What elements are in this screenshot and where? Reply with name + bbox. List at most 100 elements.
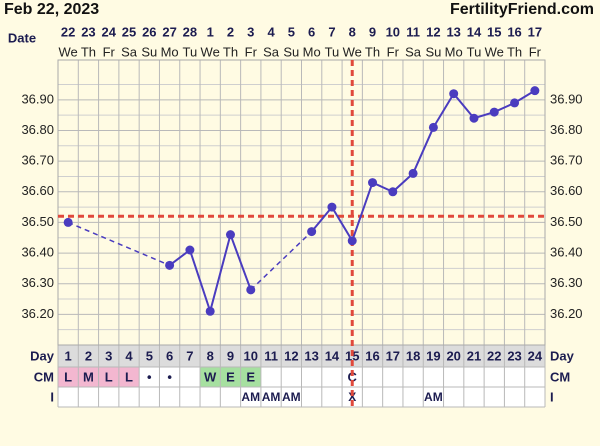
date-label: 22 [61, 24, 75, 39]
chart-title: Feb 22, 2023 [4, 1, 99, 18]
y2-tick-label: 36.30 [550, 275, 583, 290]
intercourse-entry: AM [282, 390, 301, 404]
date-label: 28 [183, 24, 197, 39]
date-label: 3 [247, 24, 254, 39]
temp-point [408, 168, 418, 178]
weekday-label: Sa [263, 44, 280, 59]
y-tick-label: 36.70 [21, 153, 54, 168]
weekday-label: Fr [245, 44, 258, 59]
day-number: 13 [304, 348, 318, 363]
date-label: 1 [207, 24, 214, 39]
y2-tick-label: 36.90 [550, 91, 583, 106]
day-number: 9 [227, 348, 234, 363]
date-label: 17 [528, 24, 542, 39]
day-number: 21 [467, 348, 481, 363]
y-tick-label: 36.60 [21, 183, 54, 198]
date-label: 25 [122, 24, 136, 39]
y2-tick-label: 36.60 [550, 183, 583, 198]
day-number: 8 [207, 348, 214, 363]
date-label: 2 [227, 24, 234, 39]
temp-point [205, 306, 215, 316]
cm-entry: C [348, 369, 358, 384]
day-number: 3 [105, 348, 112, 363]
day-number: 16 [365, 348, 379, 363]
temp-point [530, 86, 540, 96]
row-label: I [550, 389, 554, 404]
intercourse-entry: AM [424, 390, 443, 404]
weekday-label: Mo [445, 44, 463, 59]
cm-cell [118, 367, 140, 387]
weekday-label: We [59, 44, 78, 59]
plot-border [57, 59, 546, 346]
y2-tick-label: 36.80 [550, 122, 583, 137]
weekday-label: Tu [467, 44, 482, 59]
cm-entry: • [167, 369, 172, 384]
weekday-label: Fr [387, 44, 400, 59]
weekday-label: Mo [161, 44, 179, 59]
weekday-label: Su [283, 44, 299, 59]
day-number: 23 [507, 348, 521, 363]
cm-entry: E [246, 369, 255, 384]
date-label: 8 [349, 24, 356, 39]
weekday-label: Su [141, 44, 157, 59]
day-number: 14 [325, 348, 340, 363]
cm-entry: • [147, 369, 152, 384]
day-number: 20 [446, 348, 460, 363]
cm-cell [78, 367, 99, 387]
temp-point [63, 217, 73, 227]
row-label: I [50, 389, 54, 404]
weekday-label: Th [223, 44, 238, 59]
weekday-label: Th [81, 44, 96, 59]
cm-cell [220, 367, 241, 387]
weekday-label: Tu [325, 44, 340, 59]
date-label: Date [8, 30, 36, 45]
y2-tick-label: 36.40 [550, 245, 583, 260]
temp-point [469, 113, 479, 123]
day-number: 24 [528, 348, 543, 363]
y-tick-label: 36.20 [21, 306, 54, 321]
y-tick-label: 36.40 [21, 245, 54, 260]
day-number: 2 [85, 348, 92, 363]
cm-entry: M [83, 369, 94, 384]
temp-point [246, 285, 256, 295]
intercourse-entry: AM [262, 390, 281, 404]
date-label: 5 [288, 24, 295, 39]
date-label: 16 [507, 24, 521, 39]
y-tick-label: 36.30 [21, 275, 54, 290]
temp-point [225, 230, 235, 240]
intercourse-entry: AM [241, 390, 260, 404]
y-tick-label: 36.50 [21, 214, 54, 229]
y-tick-label: 36.90 [21, 91, 54, 106]
temp-point [347, 236, 357, 246]
temp-point [428, 122, 438, 132]
weekday-label: We [485, 44, 504, 59]
weekday-label: Th [365, 44, 380, 59]
day-number: 6 [166, 348, 173, 363]
date-label: 4 [267, 24, 275, 39]
cm-cell [240, 367, 261, 387]
temp-point [307, 227, 317, 237]
day-number: 10 [244, 348, 258, 363]
cm-cell [200, 367, 221, 387]
row-label: Day [550, 348, 575, 363]
weekday-label: Sa [121, 44, 138, 59]
cm-entry: W [204, 369, 217, 384]
date-label: 26 [142, 24, 156, 39]
cm-cell [58, 367, 79, 387]
date-label: 12 [426, 24, 440, 39]
cm-entry: L [64, 369, 72, 384]
y2-tick-label: 36.70 [550, 153, 583, 168]
temp-point [368, 178, 378, 188]
temp-point [449, 89, 459, 99]
date-label: 15 [487, 24, 501, 39]
intercourse-entry: X [348, 390, 356, 404]
temp-point [327, 202, 337, 212]
date-label: 9 [369, 24, 376, 39]
weekday-label: Su [425, 44, 441, 59]
cm-cell [98, 367, 119, 387]
weekday-label: Mo [303, 44, 321, 59]
y2-tick-label: 36.20 [550, 306, 583, 321]
date-label: 7 [328, 24, 335, 39]
temp-point [185, 245, 195, 255]
